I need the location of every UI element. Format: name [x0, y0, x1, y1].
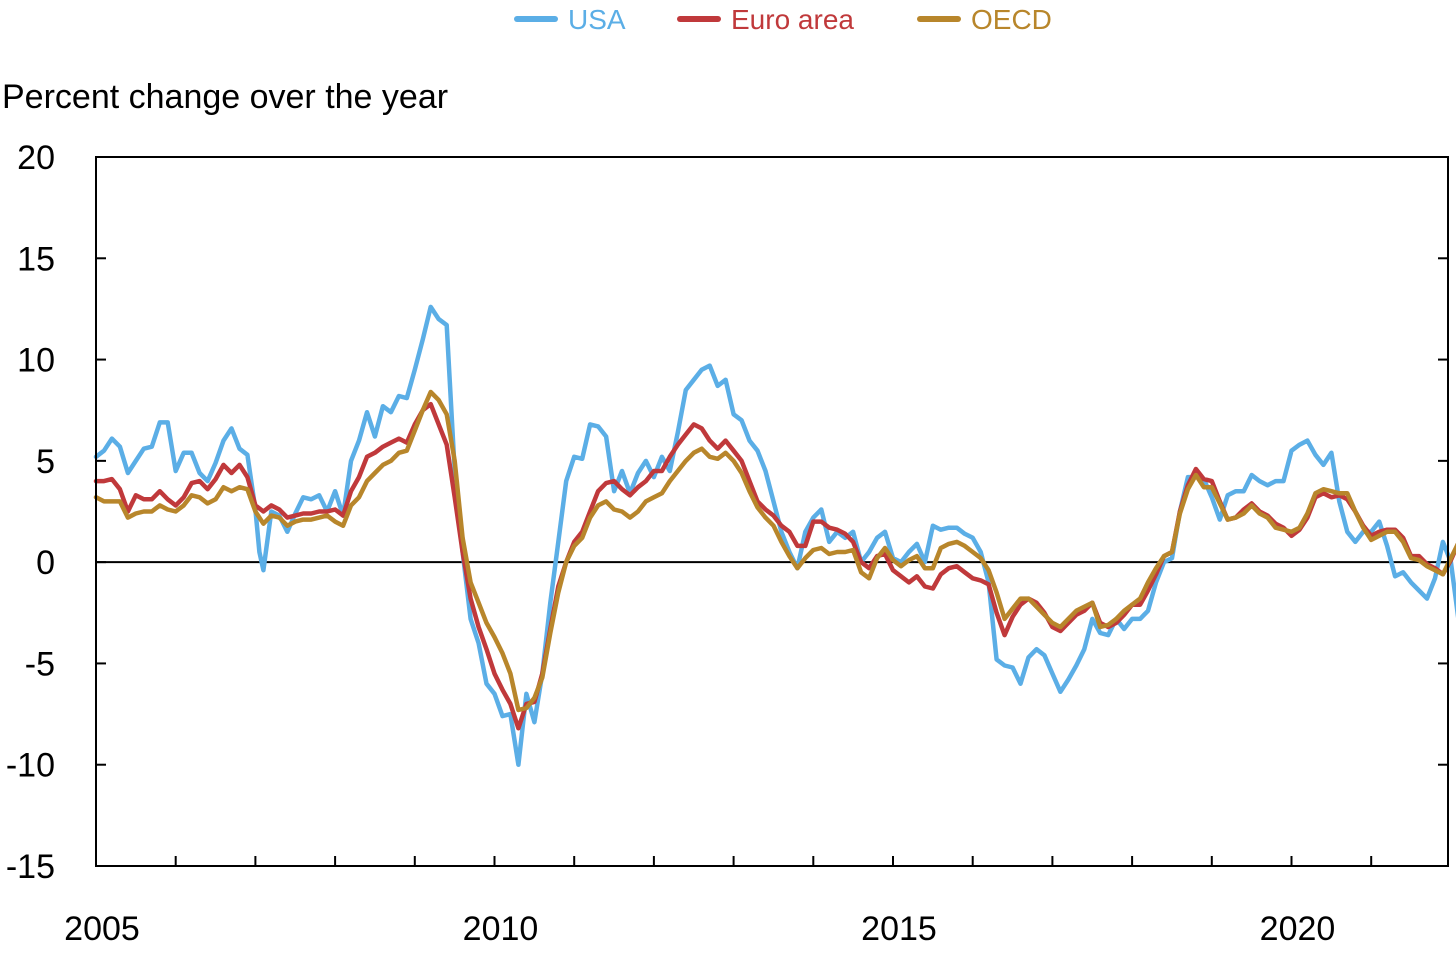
- legend-label: OECD: [971, 4, 1052, 35]
- y-tick-label: -5: [25, 645, 55, 683]
- series-lines: [93, 304, 1456, 767]
- x-tick-label: 2015: [861, 910, 937, 948]
- y-tick-label: 20: [17, 139, 55, 177]
- legend-label: USA: [568, 4, 626, 35]
- legend-label: Euro area: [731, 4, 854, 35]
- plot-frame: [95, 156, 1449, 867]
- legend: USA Euro area OECD: [514, 4, 1052, 35]
- y-tick-label: -10: [6, 747, 55, 785]
- series-line-euro-area: [93, 401, 1456, 731]
- y-tick-label: 5: [36, 443, 55, 481]
- y-tick-label: 10: [17, 342, 55, 380]
- y-tick-label: 0: [36, 544, 55, 582]
- series-line-usa: [93, 304, 1456, 767]
- x-tick-label: 2020: [1260, 910, 1336, 948]
- x-tick-label: 2010: [463, 910, 539, 948]
- y-axis-title: Percent change over the year: [2, 78, 448, 116]
- y-tick-label: -15: [6, 848, 55, 886]
- series-line-oecd: [93, 389, 1456, 713]
- axis-ticks: -15 -10 -5 0 5 10 15 20 2005 2010 2015 2020: [6, 139, 1448, 948]
- x-tick-label: 2005: [64, 910, 140, 948]
- y-tick-label: 15: [17, 240, 55, 278]
